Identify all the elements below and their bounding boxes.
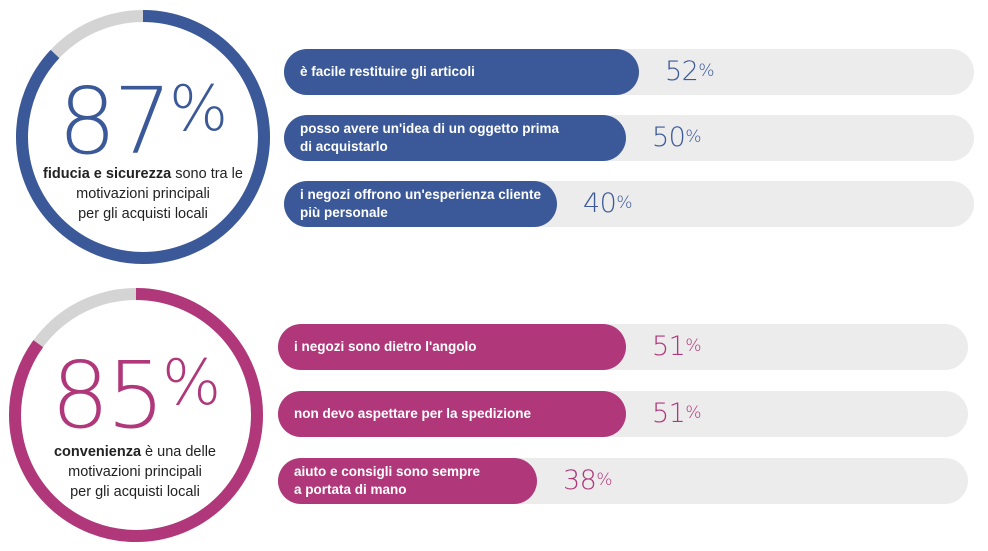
- bar-row: non devo aspettare per la spedizione 51%: [278, 391, 968, 437]
- bar-value-number: 38: [563, 465, 597, 496]
- ring-convenience-value: 85%: [51, 342, 221, 449]
- bar-label-line: di acquistarlo: [300, 139, 388, 154]
- bar-value-label: 51%: [652, 398, 702, 430]
- bar-category-label: posso avere un'idea di un oggetto prima d…: [300, 120, 559, 156]
- bar-row: è facile restituire gli articoli 52%: [284, 49, 974, 95]
- caption-line-3: per gli acquisti locali: [70, 484, 200, 500]
- ring-trust-caption: fiducia e sicurezza sono tra le motivazi…: [34, 164, 252, 224]
- bar: è facile restituire gli articoli: [284, 49, 639, 95]
- bar-row: i negozi offrono un'esperienza cliente pi…: [284, 181, 974, 227]
- bar-value-unit: %: [698, 61, 715, 81]
- bar-value-unit: %: [685, 336, 702, 356]
- ring-trust-gauge: [16, 10, 270, 264]
- bar: i negozi offrono un'esperienza cliente pi…: [284, 181, 557, 227]
- bar-label-line: i negozi sono dietro l'angolo: [294, 339, 477, 354]
- bar-value-unit: %: [685, 403, 702, 423]
- bar: posso avere un'idea di un oggetto prima d…: [284, 115, 626, 161]
- bar-category-label: aiuto e consigli sono sempre a portata di…: [294, 463, 480, 499]
- caption-bold: convenienza: [53, 444, 142, 460]
- bar-value-label: 38%: [563, 465, 613, 497]
- caption-line-2: motivazioni principali: [68, 464, 202, 480]
- bar-value-label: 50%: [652, 122, 702, 154]
- bar-value-number: 50: [652, 122, 686, 153]
- bar-value-unit: %: [685, 127, 702, 147]
- ring-trust-value: 87%: [58, 68, 228, 175]
- bar-value-label: 51%: [652, 331, 702, 363]
- ring-convenience-caption: convenienza è una delle motivazioni prin…: [26, 442, 244, 502]
- bar-label-line: posso avere un'idea di un oggetto prima: [300, 121, 559, 136]
- ring-trust: 87% fiducia e sicurezza sono tra le moti…: [14, 6, 272, 268]
- bar-value-number: 51: [652, 398, 686, 429]
- ring-convenience: 85% convenienza è una delle motivazioni …: [4, 284, 268, 546]
- bar-row: posso avere un'idea di un oggetto prima d…: [284, 115, 974, 161]
- bar-label-line: i negozi offrono un'esperienza cliente: [300, 187, 541, 202]
- bar-label-line: aiuto e consigli sono sempre: [294, 464, 481, 479]
- bar-value-number: 40: [583, 188, 617, 219]
- bar-category-label: è facile restituire gli articoli: [300, 63, 475, 81]
- bar-row: aiuto e consigli sono sempre a portata di…: [278, 458, 968, 504]
- bar-value-number: 51: [652, 331, 686, 362]
- bar-label-line: non devo aspettare per la spedizione: [294, 406, 532, 421]
- bar-row: i negozi sono dietro l'angolo 51%: [278, 324, 968, 370]
- bar: i negozi sono dietro l'angolo: [278, 324, 626, 370]
- bar-label-line: è facile restituire gli articoli: [300, 64, 475, 79]
- bar-value-unit: %: [616, 193, 633, 213]
- caption-line-1: convenienza è una delle: [53, 444, 216, 460]
- caption-line-3: per gli acquisti locali: [78, 206, 208, 222]
- ring-value-arc: [16, 10, 270, 264]
- bar-category-label: i negozi offrono un'esperienza cliente pi…: [300, 186, 541, 222]
- bar-category-label: non devo aspettare per la spedizione: [294, 405, 531, 423]
- bar-value-label: 40%: [583, 188, 633, 220]
- bar: non devo aspettare per la spedizione: [278, 391, 626, 437]
- ring-convenience-gauge: [9, 288, 263, 542]
- ring-value-arc: [9, 288, 263, 542]
- bar-value-label: 52%: [665, 56, 715, 88]
- bar-value-number: 52: [665, 56, 699, 87]
- bar-value-unit: %: [596, 470, 613, 490]
- caption-bold: fiducia e sicurezza: [43, 166, 172, 182]
- bar: aiuto e consigli sono sempre a portata di…: [278, 458, 537, 504]
- caption-line-1: fiducia e sicurezza sono tra le: [43, 166, 243, 182]
- bar-label-line: a portata di mano: [294, 482, 407, 497]
- caption-line-2: motivazioni principali: [76, 186, 210, 202]
- bar-category-label: i negozi sono dietro l'angolo: [294, 338, 476, 356]
- bar-label-line: più personale: [300, 205, 388, 220]
